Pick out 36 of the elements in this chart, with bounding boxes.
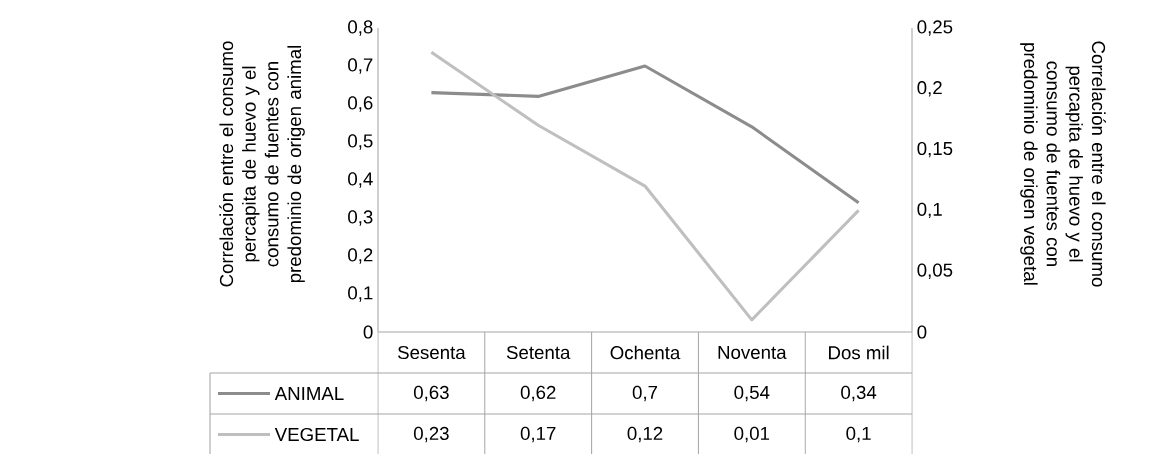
data-label: 0,17 bbox=[520, 426, 556, 443]
y-tick-label: 0,6 bbox=[348, 96, 373, 112]
y2-axis-title: Correlación entre el consumo percapita de huevo y el consumo de fuentes con predominio de origen vegetal bbox=[1020, 41, 1106, 287]
data-label: 0,54 bbox=[734, 385, 770, 402]
x-tick-label: Ochenta bbox=[610, 345, 681, 360]
line-series bbox=[429, 64, 861, 205]
data-label: 0,7 bbox=[632, 385, 658, 402]
data-label: 0,23 bbox=[413, 426, 449, 443]
legend-label: VEGETAL bbox=[274, 427, 359, 442]
data-label: 0,01 bbox=[734, 426, 770, 443]
y-tick-label: 0,1 bbox=[348, 286, 373, 302]
y2-tick-label: 0,2 bbox=[917, 81, 942, 97]
legend-label: ANIMAL bbox=[274, 387, 344, 400]
data-label: 0,1 bbox=[846, 426, 871, 443]
y2-tick-label: 0,15 bbox=[917, 141, 953, 158]
x-tick-label: Dos mil bbox=[829, 345, 889, 360]
y-tick-label: 0,8 bbox=[348, 20, 373, 36]
y-tick-label: 0 bbox=[363, 325, 373, 339]
y-tick-label: 0,4 bbox=[348, 172, 373, 188]
x-tick-label: Setenta bbox=[506, 345, 571, 360]
x-tick-label: Sesenta bbox=[398, 345, 466, 360]
data-label: 0,63 bbox=[413, 385, 449, 402]
y2-tick-label: 0,25 bbox=[917, 20, 953, 36]
y2-tick-label: 0,1 bbox=[917, 202, 942, 219]
y2-tick-label: 0 bbox=[917, 325, 927, 339]
x-tick-label: Noventa bbox=[718, 345, 787, 360]
y-tick-label: 0,5 bbox=[348, 134, 373, 150]
y-axis-title: Correlación entre el consumo percapita de huevo y el consumo de fuentes con predominio de origen animal bbox=[219, 41, 305, 287]
y-tick-label: 0,3 bbox=[348, 210, 373, 226]
y-tick-label: 0,7 bbox=[348, 58, 373, 74]
line-series bbox=[429, 50, 861, 322]
y2-tick-label: 0,05 bbox=[917, 263, 953, 279]
data-label: 0,12 bbox=[627, 426, 663, 443]
y-tick-label: 0,2 bbox=[348, 248, 373, 264]
data-label: 0,34 bbox=[841, 385, 877, 402]
data-label: 0,62 bbox=[520, 385, 556, 402]
